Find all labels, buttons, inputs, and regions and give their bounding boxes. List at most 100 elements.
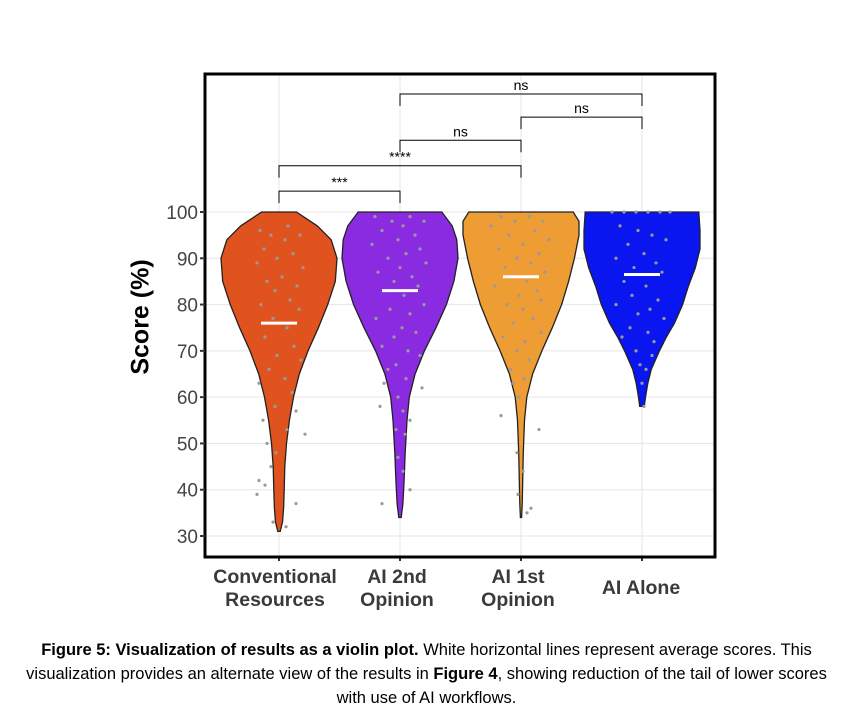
data-point: [497, 247, 501, 251]
data-point: [632, 265, 636, 270]
data-point: [652, 340, 656, 344]
data-point: [654, 261, 658, 265]
data-point: [261, 418, 265, 422]
data-point: [294, 409, 298, 413]
data-point: [392, 279, 396, 284]
data-point: [513, 219, 517, 223]
data-point: [626, 242, 630, 246]
data-point: [658, 210, 662, 214]
category-label-line: AI Alone: [601, 577, 681, 599]
data-point: [410, 275, 414, 279]
data-point: [648, 307, 652, 311]
data-point: [499, 215, 503, 219]
data-point: [294, 502, 298, 506]
data-point: [396, 395, 400, 399]
data-point: [531, 316, 535, 321]
data-point: [636, 312, 640, 316]
data-point: [529, 506, 533, 510]
caption-lead: Figure 5: Visualization of results as a …: [41, 641, 419, 659]
significance-bracket: [278, 190, 401, 204]
data-point: [522, 377, 526, 381]
data-point: [404, 377, 408, 381]
data-point: [646, 330, 650, 334]
data-point: [517, 293, 521, 297]
data-point: [499, 414, 503, 418]
data-point: [402, 293, 406, 297]
y-tick-label: 60: [177, 388, 198, 409]
data-point: [271, 520, 275, 524]
data-point: [515, 349, 519, 353]
data-point: [370, 242, 374, 246]
data-point: [265, 279, 269, 284]
data-point: [539, 298, 543, 302]
data-point: [271, 316, 275, 321]
data-point: [622, 279, 626, 284]
data-point: [390, 219, 394, 223]
data-point: [628, 326, 632, 330]
data-point: [636, 228, 640, 233]
caption-figure-ref: Figure 4: [433, 665, 498, 683]
data-point: [501, 335, 505, 339]
data-point: [376, 270, 380, 274]
data-point: [511, 321, 515, 325]
data-point: [656, 298, 660, 302]
data-point: [408, 312, 412, 316]
y-tick-label: 80: [177, 296, 198, 317]
data-point: [297, 307, 301, 311]
data-point: [406, 349, 410, 353]
caption-text: White horizontal lines represent average…: [26, 641, 812, 683]
data-point: [644, 367, 648, 371]
data-point: [620, 335, 624, 339]
data-point: [259, 302, 263, 307]
violin-2: [462, 211, 580, 519]
violin-3: [583, 211, 701, 408]
data-point: [646, 210, 650, 214]
data-point: [614, 256, 618, 260]
data-point: [517, 395, 521, 399]
data-point: [257, 381, 261, 385]
violin-0: [220, 211, 338, 533]
data-point: [298, 233, 302, 237]
data-point: [424, 261, 428, 265]
data-point: [662, 316, 666, 321]
data-point: [269, 464, 273, 469]
data-point: [413, 233, 417, 237]
data-point: [286, 224, 290, 228]
data-point: [489, 224, 493, 228]
data-point: [642, 404, 646, 408]
data-point: [396, 455, 400, 459]
data-point: [265, 441, 269, 446]
category-label-line: Conventional: [213, 566, 337, 588]
data-point: [644, 284, 648, 288]
data-point: [257, 478, 261, 483]
data-point: [614, 302, 618, 307]
data-point: [525, 279, 529, 284]
caption-text-end: , showing reduction of the tail of lower…: [336, 665, 827, 707]
data-point: [541, 219, 545, 223]
category-label-line: Opinion: [360, 589, 434, 611]
significance-bracket: [278, 165, 522, 178]
y-tick-label: 90: [177, 249, 198, 270]
data-point: [509, 367, 513, 371]
data-point: [400, 326, 404, 330]
y-tick-label: 70: [177, 342, 198, 363]
category-label-ai-alone: AI Alone: [566, 577, 716, 600]
category-label-line: AI 2nd: [367, 566, 427, 588]
data-point: [380, 228, 384, 233]
data-point: [263, 483, 267, 487]
significance-label: ***: [331, 174, 348, 190]
figure-caption: Figure 5: Visualization of results as a …: [20, 638, 833, 710]
significance-label: ns: [574, 100, 589, 116]
significance-label: ns: [453, 123, 468, 139]
data-point: [382, 381, 386, 385]
data-point: [283, 238, 287, 242]
data-point: [515, 256, 519, 260]
data-point: [638, 363, 642, 367]
data-point: [668, 210, 672, 214]
violin-1: [341, 211, 459, 519]
data-point: [416, 284, 420, 288]
data-point: [521, 307, 525, 311]
y-axis-label: Score (%): [126, 259, 155, 375]
data-point: [408, 488, 412, 492]
data-point: [303, 432, 307, 436]
